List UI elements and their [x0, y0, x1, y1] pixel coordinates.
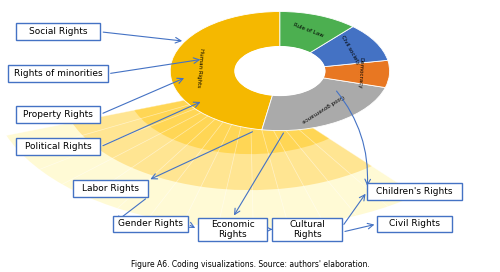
Text: Labor Rights: Labor Rights: [82, 184, 139, 193]
Text: Rule of Law: Rule of Law: [293, 22, 324, 38]
Wedge shape: [134, 87, 329, 154]
FancyBboxPatch shape: [16, 138, 100, 155]
FancyBboxPatch shape: [73, 180, 148, 197]
FancyBboxPatch shape: [272, 218, 342, 241]
Text: Figure A6. Coding visualizations. Source: authors' elaboration.: Figure A6. Coding visualizations. Source…: [130, 260, 370, 269]
FancyBboxPatch shape: [377, 215, 452, 232]
FancyBboxPatch shape: [8, 65, 108, 82]
Text: Children's Rights: Children's Rights: [376, 187, 453, 196]
Circle shape: [235, 47, 325, 95]
Text: Human Rights: Human Rights: [196, 48, 204, 87]
Wedge shape: [6, 87, 416, 228]
Text: Civil Rights: Civil Rights: [389, 220, 440, 228]
Wedge shape: [323, 60, 390, 88]
Text: Property Rights: Property Rights: [23, 110, 93, 119]
Text: Civil society: Civil society: [340, 34, 360, 65]
Text: Economic
Rights: Economic Rights: [210, 220, 254, 239]
Text: Good governance: Good governance: [301, 93, 345, 123]
Text: Political Rights: Political Rights: [24, 142, 92, 151]
Wedge shape: [310, 27, 388, 67]
FancyBboxPatch shape: [113, 215, 188, 232]
Wedge shape: [72, 87, 372, 190]
FancyBboxPatch shape: [16, 23, 100, 40]
Wedge shape: [170, 11, 280, 130]
Text: Democracy: Democracy: [357, 57, 364, 89]
Wedge shape: [280, 11, 353, 53]
Text: Social Rights: Social Rights: [29, 27, 88, 36]
FancyBboxPatch shape: [367, 183, 462, 200]
FancyBboxPatch shape: [16, 106, 100, 123]
Text: Rights of minorities: Rights of minorities: [14, 69, 102, 78]
Text: Cultural
Rights: Cultural Rights: [290, 220, 326, 239]
FancyBboxPatch shape: [198, 218, 268, 241]
Wedge shape: [262, 78, 386, 131]
Text: Gender Rights: Gender Rights: [118, 220, 183, 228]
